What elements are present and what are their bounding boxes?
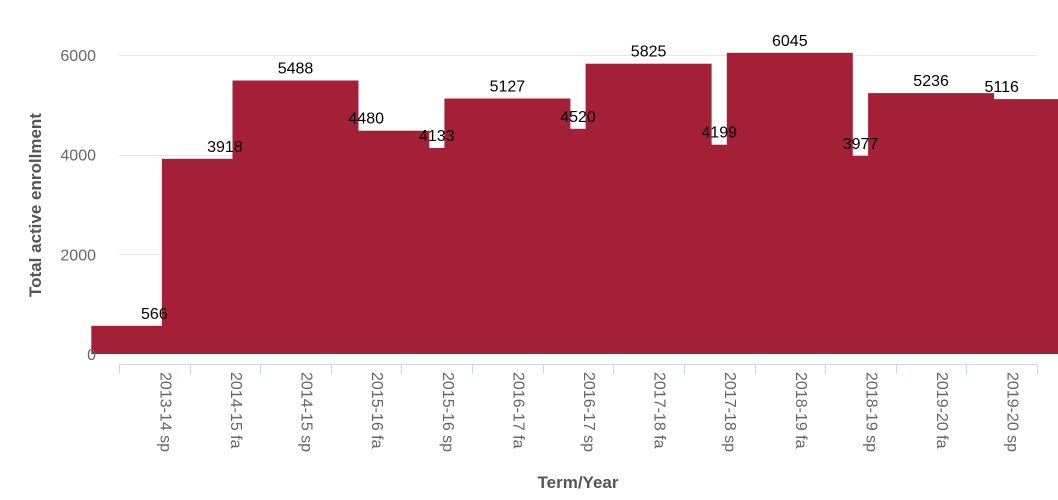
data-label: 5825 [631, 44, 667, 61]
x-tick-label: 2018-19 sp [863, 372, 880, 452]
y-tick-label: 4000 [60, 148, 96, 165]
data-label: 5127 [490, 79, 526, 96]
y-tick-label: 6000 [60, 48, 96, 65]
bar [938, 99, 1058, 354]
x-axis-title: Term/Year [538, 473, 619, 492]
data-label: 566 [141, 306, 168, 323]
data-label: 4199 [701, 125, 737, 142]
data-label: 5236 [913, 73, 949, 90]
y-tick-label: 2000 [60, 247, 96, 264]
x-tick-label: 2014-15 fa [227, 372, 244, 449]
data-label: 5116 [984, 79, 1019, 96]
x-tick-label: 2017-18 sp [721, 372, 738, 452]
x-tick-label: 2015-16 sp [439, 372, 456, 452]
data-label: 4520 [560, 109, 596, 126]
x-tick-label: 2014-15 sp [298, 372, 315, 452]
data-label: 5488 [278, 61, 314, 78]
data-label: 3918 [207, 139, 243, 156]
x-tick-label: 2015-16 fa [368, 372, 385, 449]
y-axis: 0 2000 4000 6000 [60, 48, 96, 364]
y-axis-title: Total active enrollment [26, 113, 45, 297]
data-labels: 566 3918 5488 4480 4133 5127 4520 5825 4199 6045 3… [141, 33, 1019, 323]
data-label: 4480 [348, 111, 384, 128]
x-tick-label: 2019-20 fa [933, 372, 950, 449]
data-label: 6045 [772, 33, 808, 50]
x-tick-label: 2017-18 fa [651, 372, 668, 449]
bars [91, 52, 1058, 355]
data-label: 4133 [419, 128, 455, 145]
x-tick-label: 2018-19 fa [792, 372, 809, 449]
y-tick-label: 0 [87, 347, 96, 364]
x-tick-label: 2019-20 sp [1004, 372, 1021, 452]
x-tick-label: 2013-14 sp [156, 372, 173, 452]
data-label: 3977 [843, 136, 879, 153]
x-tick-label: 2016-17 fa [509, 372, 526, 449]
x-tick-label: 2016-17 sp [580, 372, 597, 452]
x-axis: 2013-14 sp 2014-15 fa 2014-15 sp 2015-16 fa… [119, 364, 1038, 452]
